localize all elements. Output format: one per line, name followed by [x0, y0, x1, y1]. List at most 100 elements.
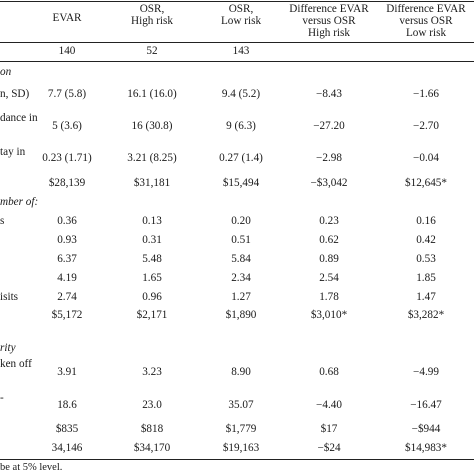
table-cell: 0.31	[142, 234, 162, 246]
table-cell: 0.23	[319, 215, 339, 227]
table-cell: 1.65	[142, 272, 162, 284]
table-cell: −$3,042	[310, 177, 348, 189]
header-rule	[0, 42, 474, 43]
table-cell: 1.47	[416, 291, 436, 303]
table-cell: −16.47	[410, 399, 442, 411]
table-cell: 16.1 (16.0)	[127, 88, 177, 100]
table-cell: $34,170	[133, 442, 171, 454]
table-cell: $3,282*	[407, 309, 445, 321]
table-cell: 0.62	[319, 234, 339, 246]
n-row-rule	[0, 61, 474, 62]
table-cell: $12,645*	[405, 177, 447, 189]
table-cell: −$944	[411, 423, 441, 435]
row-label-fragment: -	[0, 392, 4, 404]
table-cell: $835	[55, 423, 79, 435]
table-cell: 0.93	[57, 234, 77, 246]
table-cell: 18.6	[57, 399, 77, 411]
header-line: High risk	[308, 26, 350, 39]
table-cell: −2.98	[316, 152, 342, 164]
table-cell: $2,171	[136, 309, 168, 321]
table-cell: 1.78	[319, 291, 339, 303]
table-cell: 2.54	[319, 272, 339, 284]
table-cell: 8.90	[231, 366, 251, 378]
header-line: Low risk	[405, 26, 447, 39]
table-cell: −1.66	[413, 88, 439, 100]
header-line: OSR,	[139, 3, 165, 15]
table-cell: 9.4 (5.2)	[221, 88, 261, 100]
header-line: Low risk	[220, 14, 262, 27]
table-cell: 5 (3.6)	[52, 120, 82, 132]
header-line: EVAR	[52, 12, 82, 24]
table-cell: $14,983*	[405, 442, 447, 454]
table-cell: $19,163	[222, 442, 260, 454]
table-cell: −27.20	[313, 120, 345, 132]
table-cell: −2.70	[413, 120, 439, 132]
table-cell: $28,139	[48, 177, 86, 189]
table-cell: 1.27	[231, 291, 251, 303]
n-osr-low: 143	[232, 45, 250, 57]
table-cell: −4.40	[316, 399, 342, 411]
header-line: versus OSR	[399, 14, 453, 27]
table-bottom-rule	[0, 459, 474, 460]
row-label-fragment: n, SD)	[0, 88, 30, 100]
table-cell: 0.36	[57, 215, 77, 227]
row-label-fragment: rity	[0, 342, 16, 354]
table-cell: 3.91	[57, 366, 77, 378]
table-cell: $15,494	[222, 177, 260, 189]
row-label-fragment: ken off	[0, 358, 32, 370]
table-cell: 35.07	[228, 399, 254, 411]
table-footnote: be at 5% level.	[0, 462, 63, 473]
table-cell: $818	[140, 423, 164, 435]
row-label-fragment: tay in	[0, 146, 26, 158]
table-cell: 0.68	[319, 366, 339, 378]
table-cell: 9 (6.3)	[226, 120, 256, 132]
table-cell: $1,779	[225, 423, 257, 435]
table-cell: 6.37	[57, 253, 77, 265]
row-label-fragment: s	[0, 215, 5, 227]
table-cell: −$24	[317, 442, 341, 454]
header-line: versus OSR	[302, 14, 356, 27]
table-cell: 0.89	[319, 253, 339, 265]
row-label-fragment: mber of:	[0, 196, 39, 208]
table-cell: $5,172	[51, 309, 83, 321]
table-cell: 0.51	[231, 234, 251, 246]
row-label-fragment: on	[0, 66, 12, 78]
table-cell: 0.23 (1.71)	[42, 152, 92, 164]
table-cell: $1,890	[225, 309, 257, 321]
table-cell: 2.74	[57, 291, 77, 303]
column-header-diff-low-risk: Difference EVAR versus OSR Low risk	[376, 3, 474, 39]
column-header-osr-low-risk: OSR, Low risk	[201, 3, 281, 28]
table-cell: 5.84	[231, 253, 251, 265]
header-line: OSR,	[228, 3, 254, 15]
table-cell: $31,181	[133, 177, 171, 189]
table-cell: $3,010*	[310, 309, 348, 321]
table-cell: 0.16	[416, 215, 436, 227]
row-label-fragment: dance in	[0, 112, 38, 124]
table-cell: 34,146	[51, 442, 83, 454]
column-header-diff-high-risk: Difference EVAR versus OSR High risk	[279, 3, 379, 39]
table-cell: 1.85	[416, 272, 436, 284]
table-cell: 3.21 (8.25)	[127, 152, 177, 164]
table-cell: $17	[320, 423, 338, 435]
table-cell: 3.23	[142, 366, 162, 378]
table-cell: 2.34	[231, 272, 251, 284]
table-cell: −8.43	[316, 88, 342, 100]
row-label-fragment: isits	[0, 291, 19, 303]
table-cell: 0.53	[416, 253, 436, 265]
table-cell: 0.13	[142, 215, 162, 227]
n-evar: 140	[58, 45, 76, 57]
table-cell: 4.19	[57, 272, 77, 284]
table-top-rule	[0, 1, 474, 2]
header-line: Difference EVAR	[289, 3, 369, 15]
table-cell: 23.0	[142, 399, 162, 411]
column-header-evar: EVAR	[27, 12, 107, 25]
table-cell: 16 (30.8)	[131, 120, 173, 132]
header-line: High risk	[131, 14, 173, 27]
table-cell: −4.99	[413, 366, 439, 378]
table-cell: 5.48	[142, 253, 162, 265]
table-cell: 0.42	[416, 234, 436, 246]
table-cell: 0.96	[142, 291, 162, 303]
header-line: Difference EVAR	[386, 3, 466, 15]
table-cell: 0.27 (1.4)	[219, 152, 263, 164]
